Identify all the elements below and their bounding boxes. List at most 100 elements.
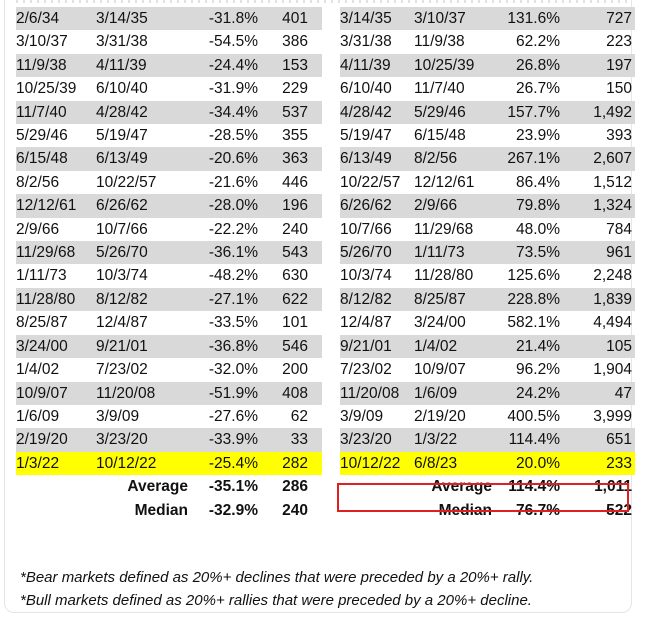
bear-days: 200: [282, 361, 308, 379]
bull-end-date: 3/24/00: [414, 314, 466, 332]
bull-table-row: 3/31/38 11/9/38 62.2% 223: [340, 30, 635, 53]
bear-days: 630: [282, 267, 308, 285]
bull-end-date: 6/8/23: [414, 451, 498, 476]
bear-start-date: 2/9/66: [16, 220, 60, 238]
bear-pct-change: -32.0%: [208, 361, 258, 379]
bull-pct-change: 125.6%: [507, 267, 560, 285]
bull-table-row: 3/9/09 2/19/20 400.5% 3,999: [340, 405, 635, 428]
bull-days: 233: [560, 451, 635, 476]
bull-table-row: 10/12/22 6/8/23 20.0% 233: [340, 451, 635, 476]
bull-start-date: 3/23/20: [340, 428, 414, 452]
bull-pct-change: 20.0%: [498, 451, 560, 476]
bull-days: 784: [606, 220, 632, 238]
bear-start-date: 11/7/40: [16, 100, 96, 125]
bear-end-date: 6/10/40: [96, 80, 148, 98]
bull-end-date: 10/9/07: [414, 361, 466, 379]
bull-days: 47: [560, 381, 635, 405]
bull-pct-change: 228.8%: [498, 287, 560, 312]
bull-table-row: 9/21/01 1/4/02 21.4% 105: [340, 334, 635, 359]
bear-table-row: 2/19/20 3/23/20 -33.9% 33: [16, 428, 322, 452]
bear-table-row: 3/10/37 3/31/38 -54.5% 386: [16, 30, 322, 53]
bull-start-date: 3/9/09: [340, 407, 384, 425]
bear-pct-change: -34.4%: [198, 100, 258, 125]
bear-start-date: 8/2/56: [16, 173, 60, 191]
bear-pct-change: -54.5%: [208, 33, 258, 51]
bull-start-date: 9/21/01: [340, 334, 414, 359]
bear-days: 363: [258, 147, 322, 171]
bull-end-date: 1/6/09: [414, 381, 498, 405]
bear-end-date: 4/28/42: [96, 100, 198, 125]
bear-start-date: 3/10/37: [16, 33, 68, 51]
bear-markets-table: 2/6/34 3/14/35 -31.8% 401 3/10/37 3/31/38 -54.…: [16, 7, 322, 522]
bull-table-row: 5/26/70 1/11/73 73.5% 961: [340, 241, 635, 265]
bear-table-row: 10/25/39 6/10/40 -31.9% 229: [16, 77, 322, 100]
bear-table-row: 1/3/22 10/12/22 -25.4% 282: [16, 451, 322, 476]
bull-end-date: 5/29/46: [414, 100, 498, 125]
bull-days: 961: [560, 241, 635, 265]
bear-pct-change: -25.4%: [198, 451, 258, 476]
bear-start-date: 11/28/80: [16, 287, 96, 312]
bull-days: 105: [560, 334, 635, 359]
bull-start-date: 3/31/38: [340, 33, 392, 51]
bull-end-date: 2/19/20: [414, 407, 466, 425]
bear-end-date: 8/12/82: [96, 287, 198, 312]
bear-table-row: 11/9/38 4/11/39 -24.4% 153: [16, 53, 322, 78]
bull-end-date: 11/7/40: [414, 80, 465, 98]
bear-average-days: 286: [282, 478, 308, 496]
bull-pct-change: 26.7%: [516, 80, 560, 98]
bull-start-date: 6/26/62: [340, 194, 414, 218]
bull-end-date: 12/12/61: [414, 173, 475, 191]
bull-average-pct: 114.4%: [508, 478, 560, 496]
bear-end-date: 3/23/20: [96, 428, 198, 452]
bull-end-date: 3/10/37: [414, 7, 498, 31]
bull-pct-change: 79.8%: [498, 194, 560, 218]
bull-days: 2,248: [593, 267, 632, 285]
bull-days: 727: [560, 7, 635, 31]
bear-end-date: 10/12/22: [96, 451, 198, 476]
bull-table-row: 3/23/20 1/3/22 114.4% 651: [340, 428, 635, 452]
bear-table-row: 12/12/61 6/26/62 -28.0% 196: [16, 194, 322, 218]
bull-days: 1,324: [560, 194, 635, 218]
bear-end-date: 9/21/01: [96, 334, 198, 359]
bull-table-row: 11/20/08 1/6/09 24.2% 47: [340, 381, 635, 405]
clipped-previous-row: [16, 0, 628, 3]
bull-end-date: 2/9/66: [414, 194, 498, 218]
bull-days: 2,607: [560, 147, 635, 171]
bear-table-row: 2/6/34 3/14/35 -31.8% 401: [16, 7, 322, 31]
bear-start-date: 2/19/20: [16, 428, 96, 452]
bull-pct-change: 400.5%: [507, 407, 560, 425]
bear-days: 355: [282, 127, 308, 145]
bear-table-row: 1/6/09 3/9/09 -27.6% 62: [16, 405, 322, 428]
bull-table-row: 7/23/02 10/9/07 96.2% 1,904: [340, 358, 635, 381]
bear-start-date: 1/6/09: [16, 407, 60, 425]
bear-days: 622: [258, 287, 322, 312]
bear-start-date: 1/11/73: [16, 267, 67, 285]
bull-days: 3,999: [593, 407, 632, 425]
bear-pct-change: -31.9%: [208, 80, 258, 98]
bear-start-date: 5/29/46: [16, 127, 68, 145]
bull-start-date: 10/3/74: [340, 267, 392, 285]
bull-start-date: 4/28/42: [340, 100, 414, 125]
bear-end-date: 3/31/38: [96, 33, 148, 51]
bull-end-date: 10/25/39: [414, 53, 498, 78]
bear-start-date: 2/6/34: [16, 7, 96, 31]
bear-median-pct: -32.9%: [208, 501, 258, 519]
bear-end-date: 6/26/62: [96, 194, 198, 218]
bear-end-date: 10/7/66: [96, 220, 148, 238]
bull-table-row: 6/26/62 2/9/66 79.8% 1,324: [340, 194, 635, 218]
bull-days: 651: [560, 428, 635, 452]
bull-end-date: 8/2/56: [414, 147, 498, 171]
bear-average-label: Average: [127, 478, 188, 496]
bear-pct-change: -36.8%: [198, 334, 258, 359]
bull-end-date: 1/3/22: [414, 428, 498, 452]
bear-table-row: 3/24/00 9/21/01 -36.8% 546: [16, 334, 322, 359]
bear-table-row: 11/29/68 5/26/70 -36.1% 543: [16, 241, 322, 265]
bull-days: 1,839: [560, 287, 635, 312]
bear-days: 62: [290, 407, 308, 425]
bull-pct-change: 267.1%: [498, 147, 560, 171]
bear-days: 401: [258, 7, 322, 31]
bear-start-date: 6/15/48: [16, 147, 96, 171]
bear-pct-change: -28.0%: [198, 194, 258, 218]
bear-start-date: 1/4/02: [16, 361, 60, 379]
bear-end-date: 10/3/74: [96, 267, 148, 285]
